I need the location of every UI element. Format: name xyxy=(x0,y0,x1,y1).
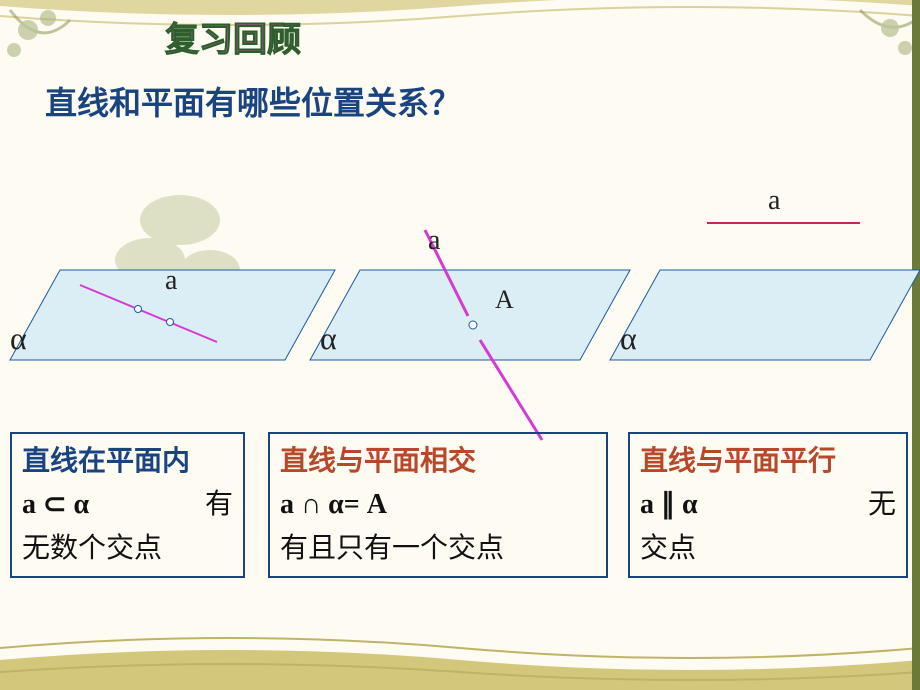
caption-1-math: a ⊂ α xyxy=(22,489,89,520)
caption-3-line2: a ∥ α 无 xyxy=(640,483,896,526)
caption-1-line3: 无数个交点 xyxy=(22,527,233,570)
line-a-2-lower-svg xyxy=(0,190,920,450)
caption-2-line3: 有且只有一个交点 xyxy=(280,527,596,570)
caption-3-line3: 交点 xyxy=(640,527,896,570)
caption-3: 直线与平面平行 a ∥ α 无 交点 xyxy=(628,432,908,578)
label-A: A xyxy=(495,285,514,315)
section-title: 复习回顾 xyxy=(165,12,301,61)
caption-2: 直线与平面相交 a ∩ α= A 有且只有一个交点 xyxy=(268,432,608,578)
line-a-2-lower xyxy=(480,340,542,440)
caption-2-math: a ∩ α= A xyxy=(280,483,596,526)
caption-3-title: 直线与平面平行 xyxy=(640,440,896,483)
caption-3-math: a ∥ α xyxy=(640,489,698,520)
caption-1-line2: a ⊂ α 有 xyxy=(22,483,233,526)
alpha-label-1: α xyxy=(10,320,27,357)
alpha-label-2: α xyxy=(320,320,337,357)
diagram-area: a a A a xyxy=(0,190,920,450)
caption-3-right: 无 xyxy=(868,483,896,526)
label-a-1: a xyxy=(165,265,177,297)
label-a-2: a xyxy=(428,225,440,257)
caption-1-right: 有 xyxy=(205,483,233,526)
caption-2-title: 直线与平面相交 xyxy=(280,440,596,483)
label-a-3: a xyxy=(768,185,780,217)
main-question: 直线和平面有哪些位置关系？ xyxy=(45,78,461,124)
alpha-label-3: α xyxy=(620,320,637,357)
caption-1-title: 直线在平面内 xyxy=(22,440,233,483)
caption-1: 直线在平面内 a ⊂ α 有 无数个交点 xyxy=(10,432,245,578)
